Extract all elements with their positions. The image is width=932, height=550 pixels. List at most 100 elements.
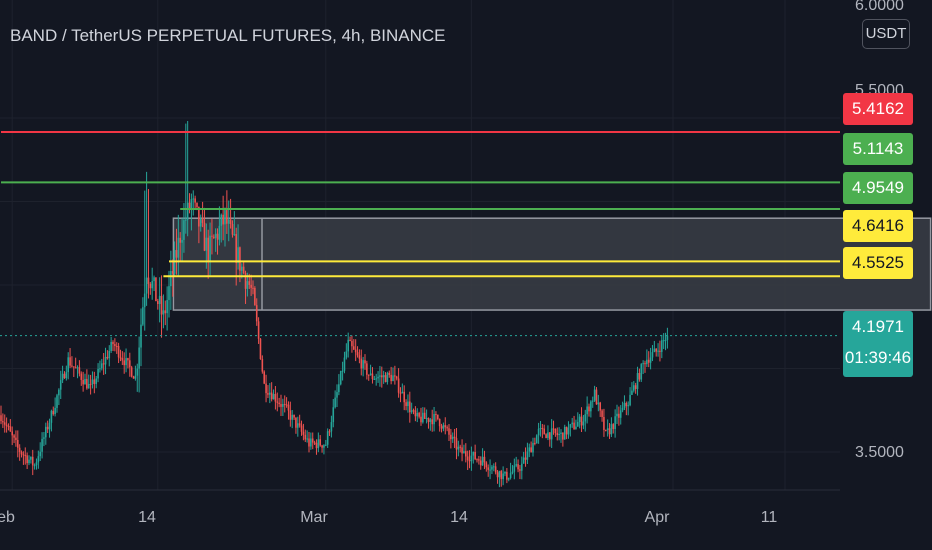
candle-body [28,459,30,464]
candle-body [136,368,139,376]
candle-body [332,407,335,423]
candle-body [31,456,34,466]
candle-body [339,371,342,385]
candle-body [3,422,6,425]
candle-body [291,414,293,420]
candle-body [149,283,152,289]
candle-body [198,206,200,227]
candle-body [410,410,413,413]
horizontal-levels [1,130,840,278]
candle-body [390,374,392,382]
candle-body [86,378,88,389]
candle-body [526,451,529,460]
candle-body [321,445,323,448]
candle-body [397,378,400,393]
candle-body [134,375,137,379]
candle-body [209,235,211,262]
candle-body [468,460,471,462]
candle-body [634,385,637,389]
candlesticks [0,120,669,488]
candle-body [39,451,41,457]
candle-body [619,410,622,418]
candle-body [577,422,579,427]
candle-body [183,220,185,240]
candle-body [440,426,443,429]
candle-body [338,384,340,393]
candle-body [627,405,629,407]
candle-body [453,436,456,439]
candle-body [522,457,525,464]
candle-body [287,404,290,411]
candle-body [431,419,433,425]
candle-body [218,225,221,240]
candle-body [328,431,331,433]
candle-body [401,391,404,394]
candle-body [17,440,19,448]
candle-body [130,367,133,377]
candle-body [549,432,551,440]
x-axis-tick: Mar [300,509,328,526]
candle-body [199,218,202,227]
candle-body [162,310,165,315]
candle-body [171,271,174,274]
candle-body [255,305,258,322]
candle-body [524,457,527,460]
candle-body [216,233,219,240]
candle-body [313,442,316,444]
candle-body [655,348,657,352]
price-tag-green-upper: 5.1143 [843,133,913,165]
candle-body [642,363,644,365]
candle-body [276,401,279,403]
candle-body [550,428,553,440]
candle-body [300,425,303,432]
candle-body [470,455,473,462]
candle-body [201,218,204,223]
candle-body [115,345,118,347]
candle-body [444,425,447,428]
zone-rect [172,217,932,311]
candle-body [437,414,439,419]
candle-body [500,471,503,480]
candle-body [354,349,357,353]
candle-body [84,378,86,385]
candle-body [52,410,55,415]
candle-body [465,451,467,457]
candle-body [369,373,372,375]
candle-body [562,432,564,440]
candle-body [229,219,232,225]
candle-body [603,417,605,430]
candle-body [97,368,99,379]
candle-body [110,341,112,351]
candle-body [381,375,383,378]
candle-body [491,466,493,470]
candle-body [95,378,97,384]
candle-body [472,451,475,456]
candle-body [106,356,109,359]
symbol-title[interactable]: BAND / TetherUS PERPETUAL FUTURES, 4h, B… [10,26,446,45]
candle-body [175,250,178,258]
candle-body [504,471,506,474]
candle-body [222,214,224,225]
candle-body [190,199,193,209]
candle-body [530,447,532,453]
candle-body [448,428,450,435]
candle-body [20,452,23,455]
candle-body [265,383,267,394]
candle-body [22,454,25,456]
candle-body [573,422,575,429]
candle-body [563,426,566,440]
candle-body [102,363,105,365]
candle-body [121,358,124,361]
candle-body [63,373,66,379]
candle-body [227,219,230,224]
candle-body [326,431,329,445]
candle-body [534,442,536,444]
currency-button[interactable]: USDT [862,19,910,49]
candle-body [140,324,142,348]
candle-body [384,375,387,383]
candle-body [203,222,206,251]
candle-body [59,380,62,390]
candle-body [15,437,17,441]
candle-body [407,401,409,407]
